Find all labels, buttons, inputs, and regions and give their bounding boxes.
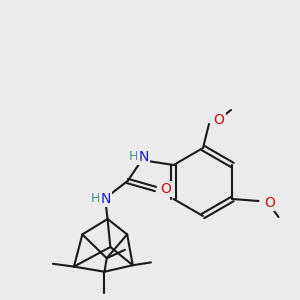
Text: N: N — [138, 150, 149, 164]
Text: O: O — [160, 182, 171, 196]
Text: H: H — [91, 193, 100, 206]
Text: O: O — [214, 113, 224, 127]
Text: H: H — [129, 151, 138, 164]
Text: N: N — [100, 192, 111, 206]
Text: O: O — [264, 196, 275, 210]
